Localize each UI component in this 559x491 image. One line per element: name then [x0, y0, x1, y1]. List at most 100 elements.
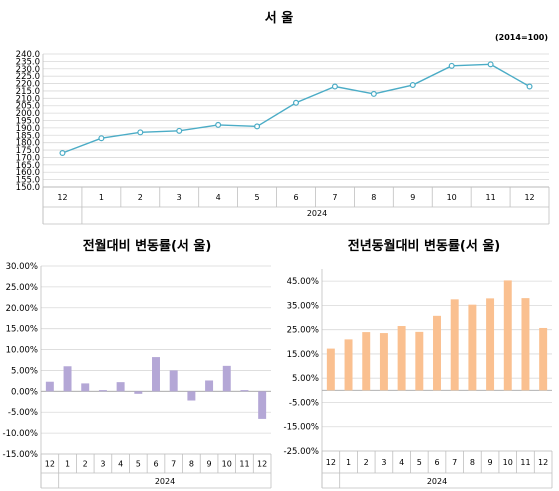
line-chart-title: 서 울: [265, 10, 293, 26]
line-data-point: [137, 129, 144, 136]
x-category-label: 4: [118, 460, 123, 469]
x-category-label: 6: [153, 460, 158, 469]
y-tick-label: 5.00%: [292, 374, 319, 384]
bar-mark: [169, 370, 178, 392]
y-tick-label: 165.0: [16, 161, 40, 171]
x-category-label: 12: [524, 193, 534, 202]
y-tick-label: -15.00%: [284, 423, 319, 433]
x-category-label: 6: [434, 458, 439, 467]
x-category-label: 9: [488, 458, 493, 467]
x-category-label: 5: [255, 193, 260, 202]
line-chart: 서 울 (2014=100) 240.0235.0230.0225.0220.0…: [16, 10, 550, 225]
x-category-label: 4: [216, 193, 221, 202]
bar-mark: [152, 357, 160, 392]
y-tick-label: -15.00%: [3, 450, 38, 460]
x-category-label: 10: [503, 458, 513, 467]
y-tick-label: 5.00%: [11, 366, 38, 376]
bar-mark: [433, 315, 441, 391]
line-data-point: [293, 99, 300, 106]
y-tick-label: 170.0: [16, 153, 40, 163]
y-tick-label: 235.0: [16, 57, 40, 67]
x-category-label: 9: [207, 460, 212, 469]
bar-mark: [45, 381, 54, 392]
bar-mark: [362, 332, 371, 391]
bar-mark: [63, 366, 72, 392]
bar-mark: [468, 304, 477, 391]
y-tick-label: 25.00%: [6, 283, 38, 293]
y-tick-label: 30.00%: [6, 262, 38, 272]
x-category-label: 12: [257, 460, 267, 469]
x-category-label: 1: [346, 458, 351, 467]
bar-mark: [187, 391, 196, 401]
x-category-label: 3: [100, 460, 105, 469]
y-tick-label: 200.0: [16, 109, 40, 119]
y-tick-label: 175.0: [16, 146, 40, 156]
x-category-label: 7: [452, 458, 457, 467]
y-tick-label: 195.0: [16, 117, 40, 127]
x-category-label: 8: [189, 460, 194, 469]
x-category-label: 11: [239, 460, 249, 469]
y-tick-label: 230.0: [16, 65, 40, 75]
x-category-label: 12: [45, 460, 55, 469]
yoy-bar-chart: 전년동월대비 변동률(서 울) 45.00%35.00%25.00%15.00%…: [284, 238, 553, 489]
x-category-label: 7: [171, 460, 176, 469]
y-tick-label: 25.00%: [287, 326, 319, 336]
y-tick-label: 10.00%: [6, 346, 38, 356]
line-data-point: [370, 90, 377, 97]
line-data-point: [215, 121, 222, 128]
x-category-label: 11: [486, 193, 496, 202]
y-tick-label: -5.00%: [289, 398, 319, 408]
y-tick-label: 215.0: [16, 87, 40, 97]
x-category-label: 12: [57, 193, 67, 202]
y-tick-label: 240.0: [16, 50, 40, 60]
bar-mark: [486, 298, 495, 391]
y-tick-label: 35.00%: [287, 301, 319, 311]
bar-mark: [379, 333, 388, 391]
x-category-label: 9: [410, 193, 415, 202]
bar-mark: [326, 348, 335, 391]
base-year-note: (2014=100): [495, 33, 548, 42]
x-category-label: 3: [381, 458, 386, 467]
line-data-point: [526, 83, 533, 90]
y-tick-label: 20.00%: [6, 304, 38, 314]
y-tick-label: 225.0: [16, 72, 40, 82]
x-category-label: 1: [99, 193, 104, 202]
x-category-label: 1: [65, 460, 70, 469]
bar-mark: [116, 382, 125, 392]
y-tick-label: -25.00%: [284, 447, 319, 457]
y-tick-label: 150.0: [16, 183, 40, 193]
bar-mark: [222, 365, 231, 392]
y-tick-label: 220.0: [16, 80, 40, 90]
x-category-label: 2: [83, 460, 88, 469]
bar-mark: [344, 339, 353, 391]
y-tick-label: 15.00%: [6, 325, 38, 335]
line-data-point: [331, 83, 338, 90]
line-data-point: [98, 135, 105, 142]
bar-mark: [205, 380, 214, 392]
x-category-label: 7: [332, 193, 337, 202]
line-data-point: [59, 150, 66, 157]
y-tick-label: 205.0: [16, 102, 40, 112]
bar-mark: [81, 383, 90, 392]
y-tick-label: 180.0: [16, 139, 40, 149]
yoy-chart-title: 전년동월대비 변동률(서 울): [348, 238, 501, 254]
x-category-label: 5: [417, 458, 422, 467]
y-tick-label: 155.0: [16, 176, 40, 186]
x-category-label: 2: [364, 458, 369, 467]
y-tick-label: 210.0: [16, 94, 40, 104]
line-chart-year-label: 2024: [307, 209, 327, 218]
bar-mark: [539, 327, 548, 391]
y-tick-label: 160.0: [16, 168, 40, 178]
mom-bar-chart: 전월대비 변동률(서 울) 30.00%25.00%20.00%15.00%10…: [3, 238, 272, 489]
y-tick-label: -10.00%: [3, 429, 38, 439]
x-category-label: 5: [136, 460, 141, 469]
bar-mark: [258, 391, 267, 419]
x-category-label: 8: [470, 458, 475, 467]
bar-mark: [134, 391, 143, 394]
x-category-label: 2: [138, 193, 143, 202]
x-category-label: 3: [177, 193, 182, 202]
line-data-point: [487, 61, 494, 68]
x-category-label: 10: [447, 193, 457, 202]
y-tick-label: 0.00%: [11, 387, 38, 397]
